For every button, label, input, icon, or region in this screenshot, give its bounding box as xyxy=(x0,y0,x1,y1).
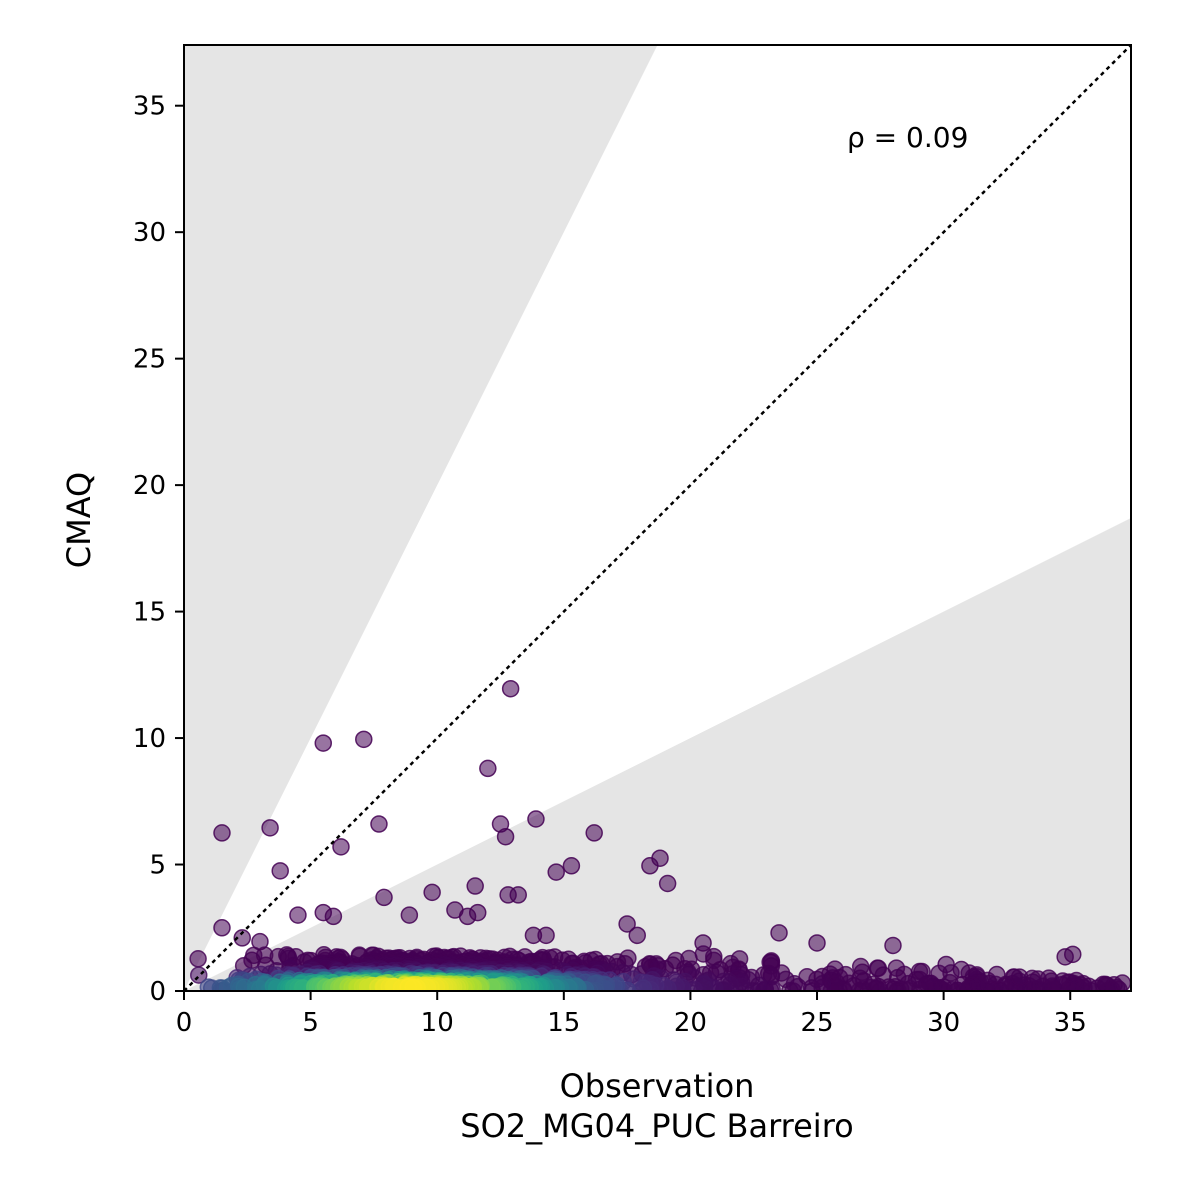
outlier-point xyxy=(658,874,677,893)
correlation-annotation: ρ = 0.09 xyxy=(847,121,968,154)
x-tick-label: 30 xyxy=(927,1008,960,1038)
outlier-point xyxy=(937,955,955,974)
y-axis-label: CMAQ xyxy=(60,472,98,568)
outlier-point xyxy=(314,734,333,752)
outlier-point xyxy=(466,877,484,895)
y-tick-label: 25 xyxy=(133,345,166,375)
outlier-point xyxy=(884,936,902,955)
outlier-point xyxy=(585,824,603,842)
outlier-point xyxy=(375,888,393,907)
outlier-point xyxy=(808,934,826,952)
outlier-point xyxy=(324,907,343,926)
x-tick-label: 0 xyxy=(176,1008,193,1038)
outlier-point xyxy=(400,906,419,924)
x-tick-label: 10 xyxy=(421,1008,454,1038)
x-axis-sublabel: SO2_MG04_PUC Barreiro xyxy=(460,1107,853,1145)
lower-shaded-region xyxy=(184,518,1131,991)
outlier-point xyxy=(618,915,636,933)
outlier-point xyxy=(1064,945,1082,964)
outlier-point xyxy=(355,730,373,749)
outlier-point xyxy=(468,903,487,922)
outlier-point xyxy=(988,965,1006,984)
x-tick-label: 25 xyxy=(800,1008,833,1038)
y-tick-label: 20 xyxy=(133,471,166,501)
outlier-point xyxy=(509,886,527,904)
outlier-point xyxy=(651,849,669,867)
outlier-point xyxy=(213,919,231,937)
x-tick-label: 15 xyxy=(547,1008,580,1038)
outlier-point xyxy=(261,819,279,837)
one-to-one-line xyxy=(184,45,1131,991)
outlier-point xyxy=(1010,968,1029,986)
y-tick-label: 30 xyxy=(133,218,166,248)
outlier-point xyxy=(271,862,289,880)
outlier-point xyxy=(496,827,515,846)
outlier-point xyxy=(770,924,788,942)
x-axis-label: Observation xyxy=(560,1067,755,1105)
outlier-point xyxy=(233,929,251,947)
outlier-point xyxy=(251,932,269,951)
y-tick-label: 5 xyxy=(149,851,166,881)
outlier-point xyxy=(370,815,388,833)
outlier-point xyxy=(562,857,581,875)
x-tick-label: 5 xyxy=(302,1008,319,1038)
x-tick-label: 20 xyxy=(674,1008,707,1038)
outlier-point xyxy=(479,759,497,778)
plot-area xyxy=(184,45,1131,991)
axes: 0 5 10 15 20 25 30 35 0 5 10 15 20 25 30 35 xyxy=(133,44,1132,1038)
plot-frame xyxy=(183,44,1132,992)
outlier-point xyxy=(213,824,231,842)
outlier-point xyxy=(289,906,307,924)
upper-shaded-region xyxy=(184,45,658,991)
y-tick-label: 0 xyxy=(149,977,166,1007)
y-tick-label: 10 xyxy=(133,724,166,754)
outlier-point xyxy=(694,934,712,952)
outlier-point xyxy=(332,838,350,856)
plot-clip-group xyxy=(184,45,1131,991)
outlier-point xyxy=(628,926,646,945)
outlier-point xyxy=(547,863,565,881)
data-point xyxy=(399,978,417,991)
y-tick-label: 15 xyxy=(133,598,166,628)
data-point xyxy=(189,950,207,968)
outlier-point xyxy=(952,960,971,979)
outlier-point xyxy=(501,679,520,698)
outlier-point xyxy=(527,810,545,828)
outlier-point xyxy=(537,926,555,945)
outlier-point xyxy=(423,883,441,902)
y-tick-label: 35 xyxy=(133,92,166,122)
x-tick-label: 35 xyxy=(1054,1008,1087,1038)
